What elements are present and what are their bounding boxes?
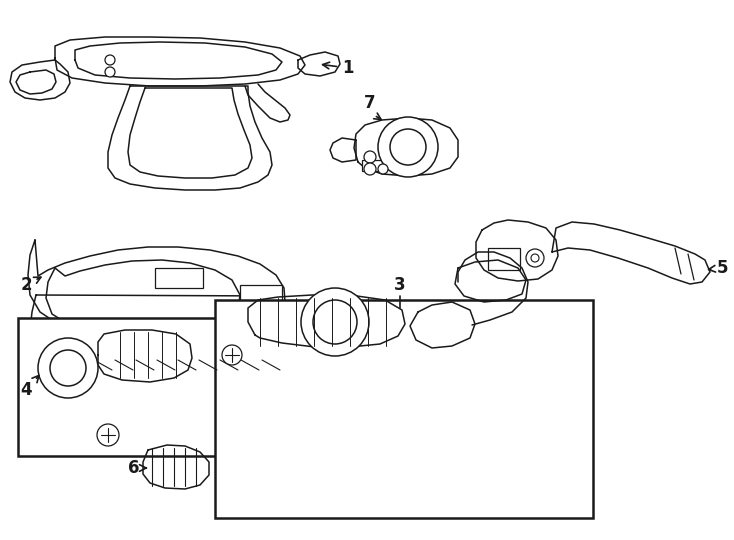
- Bar: [240, 285, 282, 303]
- Circle shape: [301, 288, 369, 356]
- Text: 3: 3: [394, 276, 406, 294]
- Polygon shape: [298, 52, 340, 76]
- Bar: [362, 160, 384, 171]
- Circle shape: [526, 249, 544, 267]
- Circle shape: [105, 67, 115, 77]
- Circle shape: [222, 345, 242, 365]
- Polygon shape: [128, 88, 252, 178]
- Polygon shape: [476, 220, 558, 281]
- Circle shape: [364, 151, 376, 163]
- Polygon shape: [108, 86, 272, 190]
- Text: 6: 6: [128, 459, 146, 477]
- Polygon shape: [330, 138, 356, 162]
- Polygon shape: [55, 37, 305, 86]
- Polygon shape: [98, 330, 192, 382]
- Polygon shape: [28, 240, 285, 339]
- Text: 2: 2: [21, 276, 41, 294]
- Text: 1: 1: [323, 59, 354, 77]
- Polygon shape: [248, 295, 405, 347]
- Circle shape: [50, 350, 86, 386]
- Circle shape: [364, 163, 376, 175]
- Circle shape: [105, 55, 115, 65]
- Circle shape: [97, 424, 119, 446]
- Text: 7: 7: [364, 94, 376, 112]
- Bar: [215, 300, 593, 518]
- Polygon shape: [10, 60, 70, 100]
- Polygon shape: [455, 260, 526, 302]
- Polygon shape: [354, 118, 458, 176]
- Circle shape: [313, 300, 357, 344]
- Bar: [488, 248, 520, 270]
- Circle shape: [531, 254, 539, 262]
- Polygon shape: [410, 302, 475, 348]
- Text: 4: 4: [21, 375, 39, 399]
- Polygon shape: [75, 42, 282, 79]
- Circle shape: [378, 117, 438, 177]
- Polygon shape: [552, 222, 710, 284]
- Circle shape: [378, 164, 388, 174]
- Circle shape: [38, 338, 98, 398]
- Polygon shape: [16, 70, 56, 94]
- Polygon shape: [46, 260, 240, 333]
- Text: 5: 5: [708, 259, 727, 277]
- Bar: [18, 318, 216, 456]
- Bar: [155, 268, 203, 288]
- Polygon shape: [143, 445, 209, 489]
- Polygon shape: [30, 295, 284, 371]
- Circle shape: [390, 129, 426, 165]
